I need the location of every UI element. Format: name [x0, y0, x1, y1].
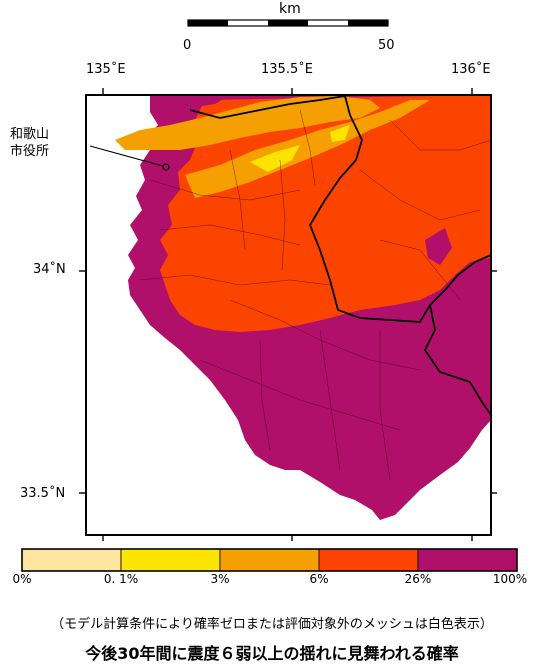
legend-swatch	[219, 548, 320, 572]
city-hall-label-line2: 市役所	[10, 144, 50, 159]
lon-tick-label: 136˚E	[451, 62, 491, 77]
city-hall-label: 和歌山 市役所	[10, 126, 49, 160]
map-note: （モデル計算条件により確率ゼロまたは評価対象外のメッシュは白色表示）	[51, 617, 493, 632]
land-region-3-6-band	[185, 100, 430, 198]
lon-tick-label: 135˚E	[86, 62, 126, 77]
legend-swatch	[21, 548, 122, 572]
land-region-01-3	[250, 145, 300, 172]
legend-swatch	[417, 548, 518, 572]
scale-end-label: 50	[378, 38, 395, 53]
land-patch-26-100	[180, 95, 230, 108]
city-hall-leader-line	[89, 145, 164, 167]
legend-label: 26%	[404, 572, 432, 586]
lat-tick-label: 34˚N	[33, 262, 66, 277]
map-frame	[85, 94, 492, 536]
legend-label: 100%	[492, 572, 528, 586]
prefecture-boundary	[189, 95, 491, 323]
legend-swatch	[120, 548, 221, 572]
legend-label: 0%	[12, 572, 32, 586]
land-region-01-3	[330, 125, 350, 142]
scale-start-label: 0	[183, 38, 192, 53]
land-region-6-26	[160, 95, 491, 332]
land-region-3-6-north	[115, 96, 380, 150]
legend-label: 0. 1%	[103, 572, 139, 586]
scale-unit-label: km	[279, 1, 301, 17]
city-hall-marker-icon	[162, 163, 170, 171]
prefecture-boundary	[423, 304, 491, 416]
map-title: 今後30年間に震度６弱以上の揺れに見舞われる確率	[85, 644, 459, 663]
land-patch-26-100	[425, 228, 452, 265]
lon-tick-label: 135.5˚E	[261, 62, 313, 77]
legend-swatch	[318, 548, 419, 572]
legend-colorbar	[21, 548, 518, 572]
city-hall-label-line1: 和歌山	[10, 127, 50, 142]
scale-bar	[187, 19, 389, 27]
lat-tick-label: 33.5˚N	[20, 486, 66, 501]
hazard-map	[79, 88, 497, 541]
legend-label: 6%	[309, 572, 329, 586]
legend-label: 3%	[210, 572, 230, 586]
